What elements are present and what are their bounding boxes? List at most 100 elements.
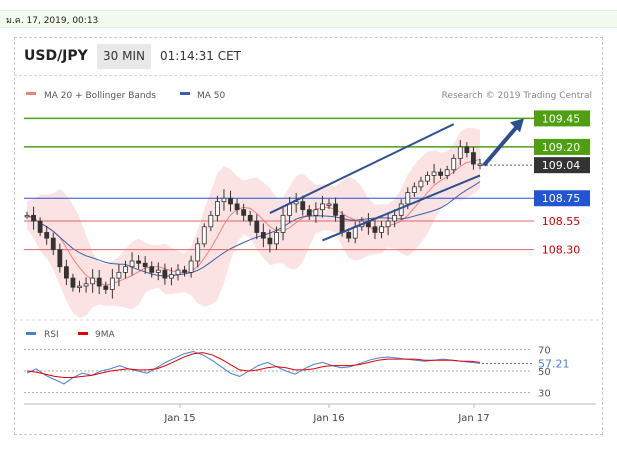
candle-body — [254, 220, 260, 233]
rsi-legend-swatch — [26, 332, 36, 335]
level-tag-108.55 — [534, 213, 590, 230]
level-label-109.45: 109.45 — [542, 112, 581, 125]
clock-time: 01:14:31 CET — [160, 49, 241, 63]
ma50-legend-label: MA 50 — [197, 91, 226, 101]
ma50-legend-swatch — [180, 92, 190, 95]
candle-body — [280, 214, 286, 233]
candle-body — [320, 203, 325, 211]
time-tick-label: Jan 16 — [312, 413, 344, 424]
current-price-tag — [534, 157, 590, 174]
candle-body — [346, 232, 352, 239]
rsi-chart: RSI 9MA 70 50 30 57.21 — [14, 319, 603, 400]
candle-body — [214, 201, 220, 216]
candle-body — [155, 269, 161, 273]
candle-body — [326, 203, 332, 206]
candle-body — [63, 266, 69, 279]
rsi-ma-line — [26, 352, 481, 378]
candle-body — [195, 243, 201, 262]
candle-body — [313, 209, 319, 216]
rsi-current-value: 57.21 — [538, 357, 570, 370]
rsi-tick-label: 30 — [538, 389, 551, 400]
candle-body — [169, 274, 174, 279]
candle-body — [83, 283, 89, 287]
time-axis: Jan 15 Jan 16 Jan 17 — [24, 403, 596, 424]
ma50-line — [26, 181, 481, 277]
level-label-108.75: 108.75 — [542, 192, 581, 205]
level-tag-109.20 — [534, 138, 590, 155]
channel-lower-line — [322, 174, 481, 242]
ma20-legend-swatch — [26, 92, 36, 95]
candle-body — [471, 152, 476, 165]
candle-body — [129, 260, 135, 268]
candle-body — [182, 269, 187, 273]
level-label-109.20: 109.20 — [542, 141, 581, 154]
candle-body — [418, 180, 424, 188]
candle-body — [287, 203, 293, 216]
header-divider — [14, 75, 603, 76]
candle-body — [228, 197, 233, 205]
candle-body — [339, 214, 345, 233]
symbol-title: USD/JPY — [24, 48, 88, 64]
target-arrow-shaft — [482, 124, 520, 167]
candle-body — [96, 277, 102, 287]
candle-body — [274, 232, 279, 245]
top-bar: ม.ค. 17, 2019, 00:13 — [0, 10, 617, 28]
candle-body — [333, 203, 338, 216]
rsi-ma-legend-swatch — [78, 332, 88, 335]
candle-body — [372, 226, 378, 233]
candle-body — [116, 271, 122, 279]
candle-body — [234, 203, 240, 211]
candle-body — [149, 266, 155, 273]
rsi-line — [26, 351, 481, 385]
rsi-ma-legend-label: 9MA — [95, 330, 115, 340]
candle-body — [77, 285, 82, 288]
target-arrow-head — [510, 118, 524, 133]
ma20-legend-label: MA 20 + Bollinger Bands — [44, 91, 156, 101]
timeframe-badge[interactable]: 30 MIN — [97, 44, 151, 69]
candle-body — [44, 232, 50, 239]
candle-body — [123, 266, 128, 273]
top-bar-timestamp: ม.ค. 17, 2019, 00:13 — [6, 16, 99, 26]
candle-body — [57, 249, 63, 268]
level-label-108.30: 108.30 — [542, 244, 581, 257]
candle-body — [457, 146, 463, 159]
level-tag-108.30 — [534, 241, 590, 258]
candle-body — [90, 277, 96, 285]
candle-body — [306, 209, 312, 216]
candle-body — [208, 214, 214, 228]
candle-body — [405, 192, 411, 205]
channel-upper-line — [269, 123, 455, 214]
candle-body — [260, 232, 266, 239]
time-tick-label: Jan 17 — [457, 413, 489, 424]
candle-body — [37, 220, 43, 233]
candle-body — [477, 163, 483, 166]
chart-panel — [14, 37, 603, 435]
candle-body — [188, 260, 194, 273]
candle-body — [201, 226, 207, 245]
level-tag-109.45 — [534, 110, 590, 127]
credit-label: Research © 2019 Trading Central — [442, 91, 592, 101]
bollinger-band — [27, 127, 480, 319]
candle-body — [300, 201, 306, 211]
candle-body — [267, 237, 273, 245]
candle-body — [464, 146, 470, 154]
rsi-tick-label: 50 — [538, 367, 551, 378]
candle-body — [31, 214, 36, 222]
candle-body — [411, 186, 417, 193]
level-tag-108.75 — [534, 190, 590, 207]
candle-body — [398, 203, 404, 216]
candle-body — [247, 214, 253, 222]
candle-body — [444, 169, 450, 176]
candle-body — [241, 209, 247, 216]
candle-body — [392, 214, 398, 222]
candle-body — [70, 277, 76, 288]
level-label-108.55: 108.55 — [542, 215, 581, 228]
rsi-legend-label: RSI — [44, 330, 59, 340]
candle-body — [425, 175, 430, 182]
candle-body — [136, 260, 142, 264]
candle-body — [451, 157, 457, 171]
candle-body — [431, 171, 437, 176]
price-chart: 109.45 109.20 108.75 108.55 108.30 109.04 — [24, 110, 590, 319]
candle-body — [379, 226, 384, 233]
